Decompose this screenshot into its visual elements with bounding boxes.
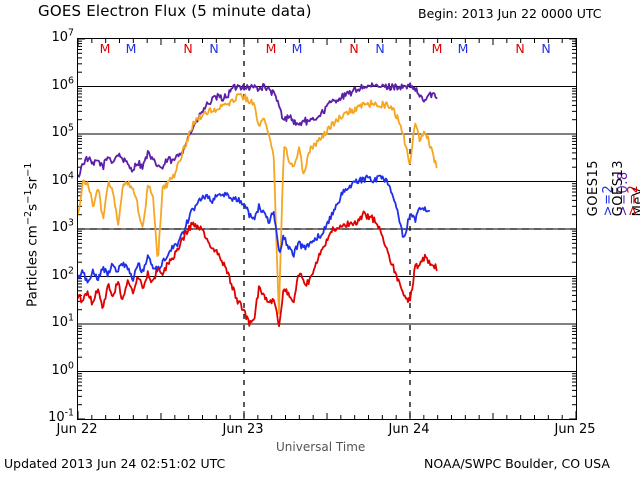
x-tick-label: Jun 24 — [388, 422, 430, 437]
daynight-marker-m: M — [291, 41, 303, 56]
y-tick-label: 107 — [51, 27, 75, 45]
x-tick-label: Jun 22 — [56, 422, 98, 437]
begin-time-label: Begin: 2013 Jun 22 0000 UTC — [418, 6, 602, 21]
y-tick-label: 100 — [51, 360, 75, 378]
x-tick-label: Jun 25 — [554, 422, 596, 437]
daynight-marker-m: M — [125, 41, 137, 56]
y-tick-label: 105 — [51, 122, 75, 140]
y-tick-label: 103 — [51, 217, 75, 235]
y-tick-label: 101 — [51, 312, 75, 330]
daynight-marker-m: M — [457, 41, 469, 56]
y-tick-label: 104 — [51, 170, 75, 188]
daynight-marker-n: N — [515, 41, 525, 56]
y-tick-label: 10-1 — [48, 407, 74, 425]
daynight-marker-n: N — [375, 41, 385, 56]
y-tick-label: 106 — [51, 75, 75, 93]
y-axis-label: Particles cm−2s−1sr−1 — [22, 162, 41, 307]
legend-goes13-satellite: GOES13 — [611, 160, 626, 217]
plot-area — [77, 38, 577, 420]
daynight-marker-n: N — [349, 41, 359, 56]
daynight-marker-n: N — [209, 41, 219, 56]
daynight-marker-m: M — [265, 41, 277, 56]
legend-goes15-satellite: GOES15 — [586, 160, 601, 217]
daynight-marker-n: N — [183, 41, 193, 56]
page-title: GOES Electron Flux (5 minute data) — [38, 2, 312, 20]
x-axis-label: Universal Time — [276, 440, 366, 454]
legend-goes13-channel-hi: >=2 — [626, 184, 640, 217]
x-tick-label: Jun 23 — [222, 422, 264, 437]
daynight-marker-n: N — [541, 41, 551, 56]
daynight-marker-m: M — [431, 41, 443, 56]
legend-goes13: GOES13 >=2 >=0.8 MeV — [611, 160, 640, 216]
updated-timestamp: Updated 2013 Jun 24 02:51:02 UTC — [4, 456, 226, 471]
daynight-marker-m: M — [99, 41, 111, 56]
y-tick-label: 102 — [51, 265, 75, 283]
credit-label: NOAA/SWPC Boulder, CO USA — [424, 456, 610, 471]
flux-plot-svg — [78, 39, 576, 419]
